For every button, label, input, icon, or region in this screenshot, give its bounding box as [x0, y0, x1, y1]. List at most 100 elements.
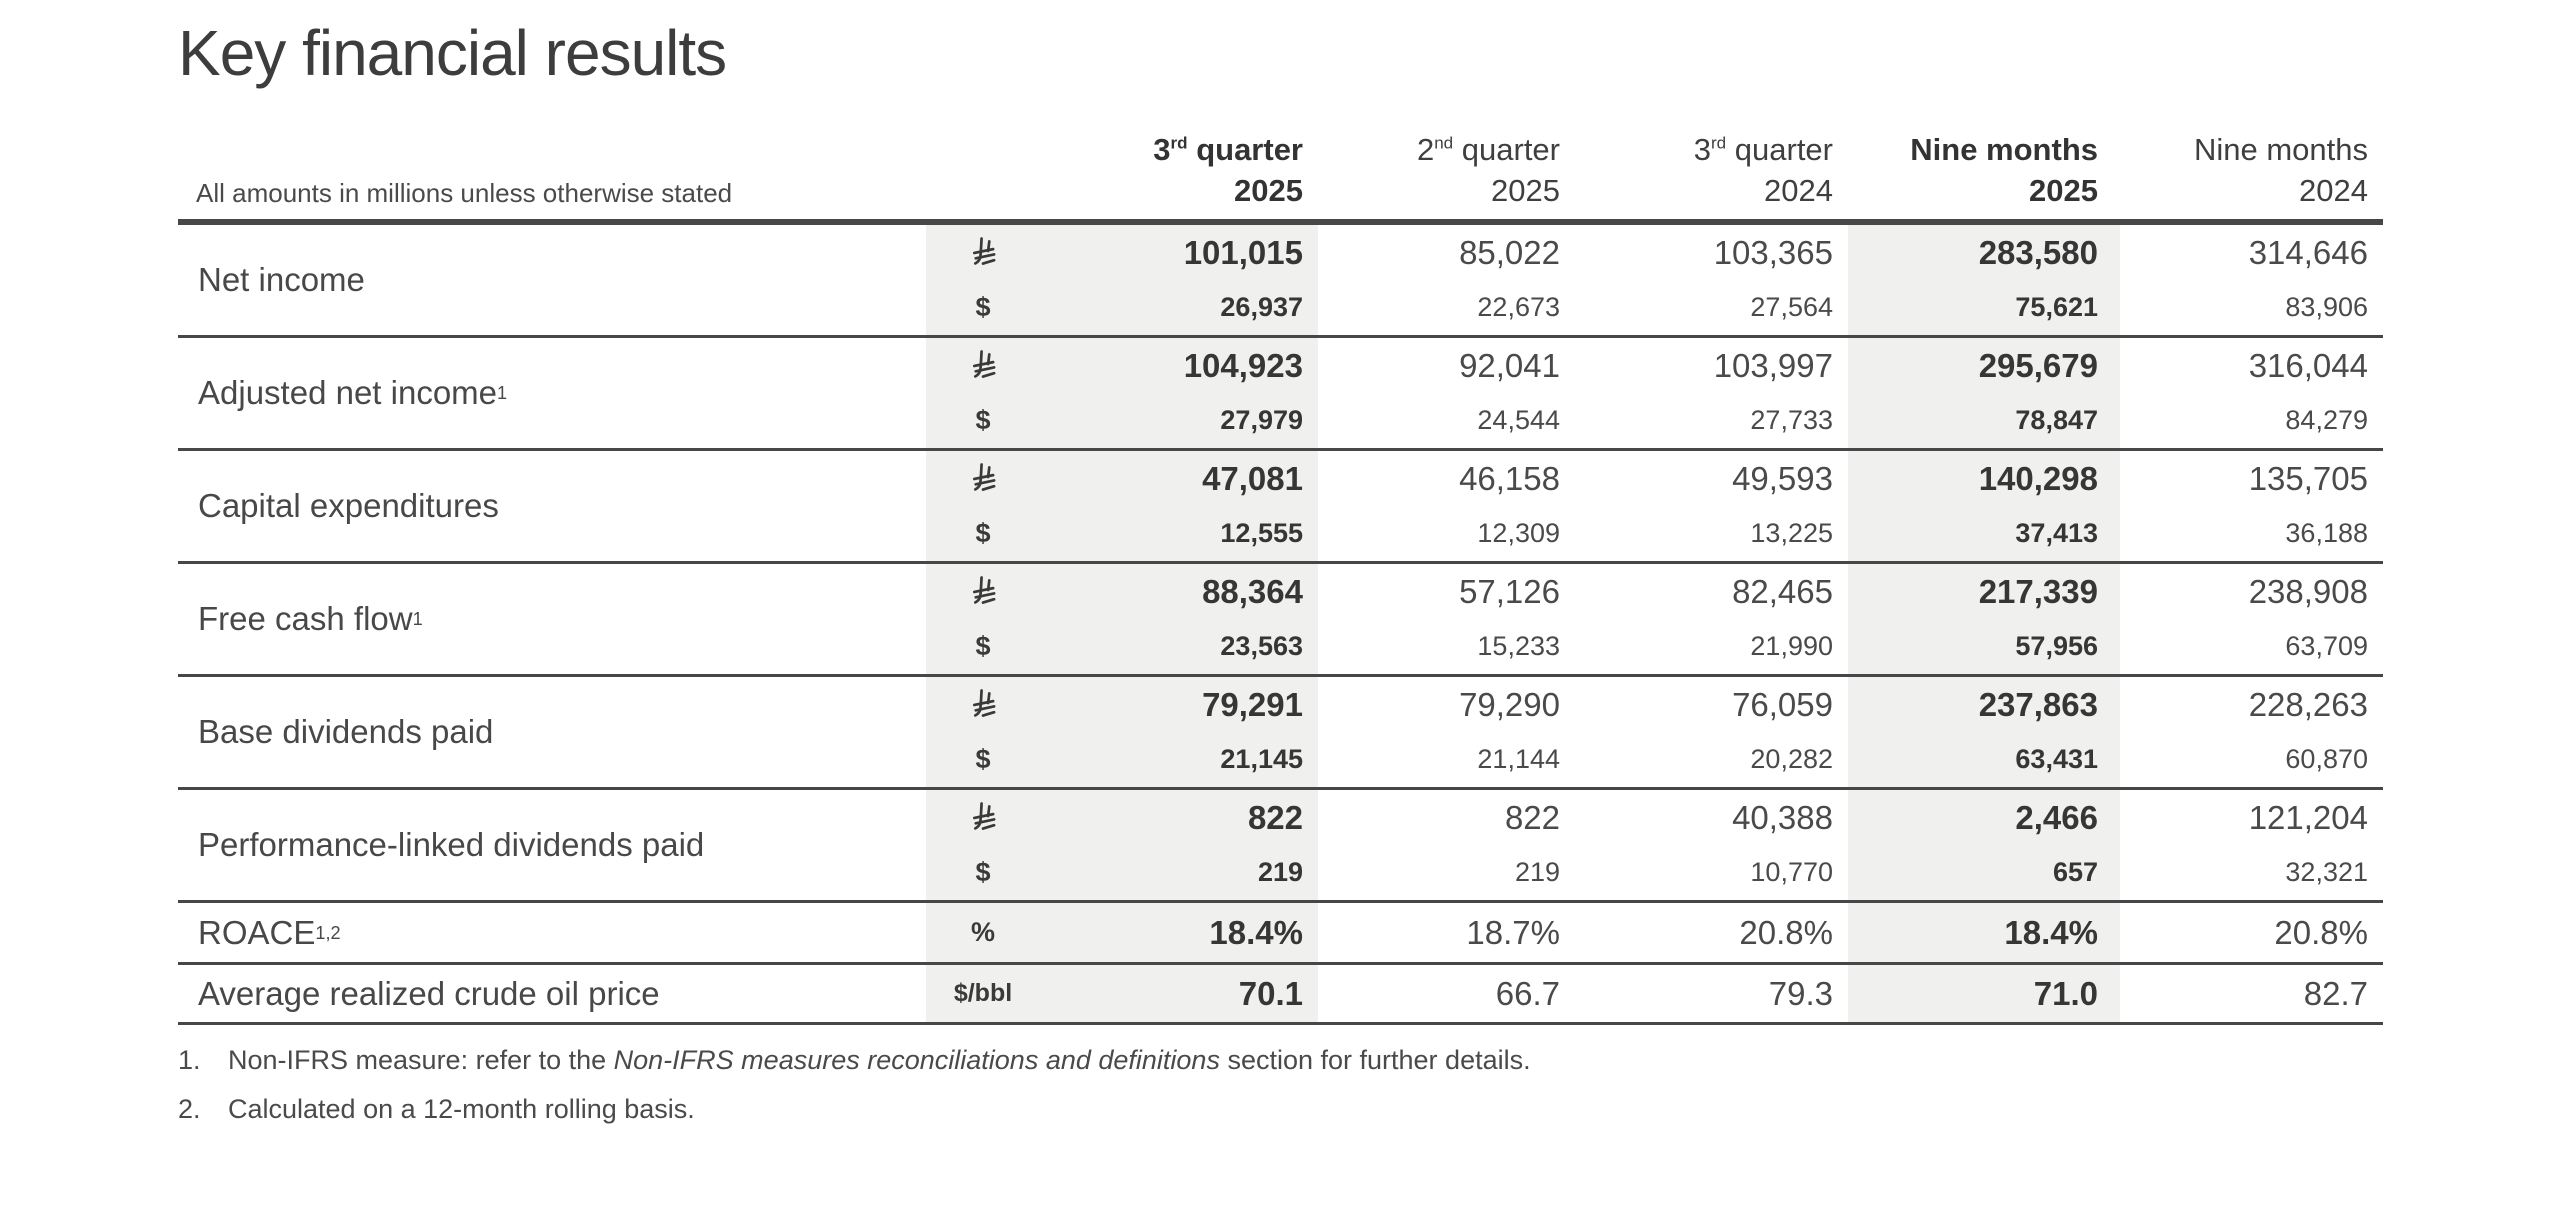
value-cell: 104,923	[1040, 338, 1318, 393]
value-cell: 10,770	[1750, 857, 1833, 887]
value-cell: 27,979	[1040, 393, 1318, 448]
value-cell: 12,309	[1477, 518, 1560, 548]
value-cell: 82,465	[1732, 572, 1833, 610]
value-cell: 79.3	[1768, 974, 1833, 1012]
saudi-riyal-unit	[926, 790, 1040, 845]
amounts-note: All amounts in millions unless otherwise…	[196, 178, 733, 208]
value-cell: 79,290	[1459, 685, 1560, 723]
value-cell: 822	[1504, 798, 1560, 836]
footnote-text: Non-IFRS measure: refer to the Non-IFRS …	[228, 1045, 1531, 1075]
value-cell: 46,158	[1459, 459, 1560, 497]
value-cell: 78,847	[1848, 393, 2120, 448]
value-cell: 135,705	[2248, 459, 2368, 497]
table-row-group-adjusted-net-income: Adjusted net income 1 104,923 92,041 103,…	[178, 335, 2383, 448]
value-cell: 75,621	[1848, 280, 2120, 335]
value-cell: 79,291	[1040, 677, 1318, 732]
value-cell: 60,870	[2285, 744, 2368, 774]
row-label: Capital expenditures	[198, 487, 499, 524]
value-cell: 49,593	[1732, 459, 1833, 497]
value-cell: 13,225	[1750, 518, 1833, 548]
value-cell: 316,044	[2248, 346, 2368, 384]
value-cell: 20,282	[1750, 744, 1833, 774]
value-cell: 57,126	[1459, 572, 1560, 610]
footnote-text: Calculated on a 12-month rolling basis.	[228, 1094, 695, 1124]
table-row-roace: ROACE 1,2 % 18.4% 18.7% 20.8% 18.4% 20.8%	[178, 900, 2383, 962]
value-cell: 101,015	[1040, 225, 1318, 280]
value-cell: 18.7%	[1466, 913, 1560, 951]
value-cell: 2,466	[1848, 790, 2120, 845]
value-cell: 92,041	[1459, 346, 1560, 384]
value-cell: 21,990	[1750, 631, 1833, 661]
saudi-riyal-unit	[926, 564, 1040, 619]
value-cell: 217,339	[1848, 564, 2120, 619]
value-cell: 228,263	[2248, 685, 2368, 723]
saudi-riyal-unit	[926, 677, 1040, 732]
value-cell: 82.7	[2303, 974, 2368, 1012]
value-cell: 85,022	[1459, 233, 1560, 271]
value-cell: 20.8%	[1739, 913, 1833, 951]
value-cell: 27,733	[1750, 405, 1833, 435]
saudi-riyal-icon	[972, 463, 995, 491]
dollar-unit: $	[926, 619, 1040, 674]
column-header-q3-2025: 3rd quarter 2025	[1153, 132, 1303, 208]
table-row-average-crude-price: Average realized crude oil price $/bbl 7…	[178, 962, 2383, 1025]
value-cell: 63,431	[1848, 732, 2120, 787]
value-cell: 76,059	[1732, 685, 1833, 723]
value-cell: 237,863	[1848, 677, 2120, 732]
value-cell: 21,145	[1040, 732, 1318, 787]
value-cell: 657	[1848, 845, 2120, 900]
value-cell: 36,188	[2285, 518, 2368, 548]
value-cell: 314,646	[2248, 233, 2368, 271]
row-label: Base dividends paid	[198, 713, 494, 750]
value-cell: 83,906	[2285, 292, 2368, 322]
value-cell: 121,204	[2248, 798, 2368, 836]
row-label: Net income	[198, 261, 365, 298]
saudi-riyal-icon	[972, 802, 995, 830]
column-header-q2-2025: 2nd quarter 2025	[1416, 132, 1560, 208]
value-cell: 40,388	[1732, 798, 1833, 836]
value-cell: 26,937	[1040, 280, 1318, 335]
row-label: Free cash flow 1	[198, 600, 423, 637]
row-label: Performance-linked dividends paid	[198, 826, 705, 863]
value-cell: 27,564	[1750, 292, 1833, 322]
table-row-group-base-dividends: Base dividends paid 79,291 79,290 76,059…	[178, 674, 2383, 787]
footnotes: 1. Non-IFRS measure: refer to the Non-IF…	[178, 1042, 2278, 1140]
dollar-per-barrel-unit: $/bbl	[926, 965, 1040, 1022]
value-cell: 238,908	[2248, 572, 2368, 610]
saudi-riyal-unit	[926, 338, 1040, 393]
value-cell: 37,413	[1848, 506, 2120, 561]
saudi-riyal-unit	[926, 451, 1040, 506]
table-row-group-capital-expenditures: Capital expenditures 47,081 46,158 49,59…	[178, 448, 2383, 561]
value-cell: 12,555	[1040, 506, 1318, 561]
footnote-item: 1. Non-IFRS measure: refer to the Non-IF…	[178, 1042, 2278, 1078]
value-cell: 32,321	[2285, 857, 2368, 887]
value-cell: 18.4%	[1040, 903, 1318, 962]
value-cell: 84,279	[2285, 405, 2368, 435]
table-row-group-performance-linked-dividends: Performance-linked dividends paid 822 82…	[178, 787, 2383, 900]
value-cell: 18.4%	[1848, 903, 2120, 962]
value-cell: 66.7	[1495, 974, 1560, 1012]
saudi-riyal-icon	[972, 689, 995, 717]
value-cell: 22,673	[1477, 292, 1560, 322]
value-cell: 20.8%	[2274, 913, 2368, 951]
value-cell: 88,364	[1040, 564, 1318, 619]
footnote-number: 1.	[178, 1045, 201, 1075]
row-label: ROACE 1,2	[198, 913, 341, 951]
saudi-riyal-icon	[972, 350, 995, 378]
value-cell: 21,144	[1477, 744, 1560, 774]
table-header-row: All amounts in millions unless otherwise…	[178, 120, 2383, 222]
percent-unit: %	[926, 903, 1040, 962]
saudi-riyal-icon	[972, 237, 995, 265]
value-cell: 63,709	[2285, 631, 2368, 661]
value-cell: 822	[1040, 790, 1318, 845]
dollar-unit: $	[926, 845, 1040, 900]
value-cell: 295,679	[1848, 338, 2120, 393]
dollar-unit: $	[926, 280, 1040, 335]
value-cell: 219	[1514, 857, 1560, 887]
dollar-unit: $	[926, 393, 1040, 448]
saudi-riyal-unit	[926, 225, 1040, 280]
value-cell: 47,081	[1040, 451, 1318, 506]
column-header-9m-2024: Nine months 2024	[2193, 132, 2368, 208]
column-header-9m-2025: Nine months 2025	[1910, 132, 2098, 208]
